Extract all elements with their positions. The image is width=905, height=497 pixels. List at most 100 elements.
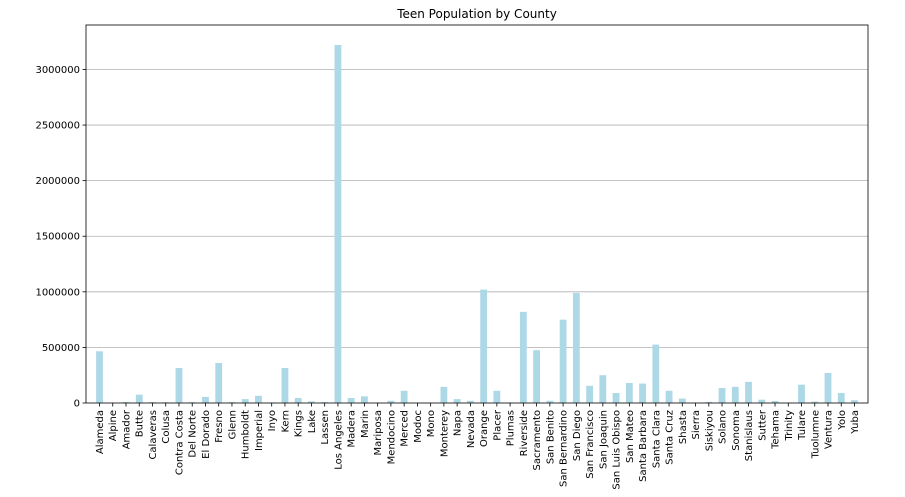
y-tick-label: 3000000	[35, 65, 80, 76]
bar-san-luis-obispo	[612, 392, 620, 403]
bar-madera	[347, 397, 355, 403]
x-tick-label: Lake	[307, 410, 318, 433]
x-tick-label: Los Angeles	[333, 410, 344, 470]
bar-san-francisco	[586, 385, 593, 403]
x-tick-label: Kings	[294, 410, 305, 437]
y-tick-label: 1500000	[35, 232, 80, 243]
x-tick-label: Napa	[453, 410, 464, 436]
bar-san-bernardino	[559, 319, 567, 403]
bar-sonoma	[731, 386, 739, 403]
x-tick-label: San Joaquin	[598, 410, 609, 469]
bar-siskiyou	[705, 401, 713, 403]
bar-lake	[308, 401, 315, 403]
x-tick-label: Ventura	[824, 410, 835, 449]
x-tick-label: Marin	[360, 410, 371, 438]
x-tick-label: Santa Barbara	[638, 410, 649, 482]
y-tick-label: 0	[74, 399, 80, 410]
bar-amador	[122, 401, 130, 403]
x-tick-label: San Diego	[572, 410, 583, 461]
x-tick-label: Stanislaus	[744, 410, 755, 461]
x-tick-label: Sonoma	[731, 410, 742, 451]
x-tick-label: Tehama	[771, 410, 782, 450]
bar-tuolumne	[811, 401, 819, 403]
bar-calaveras	[149, 402, 156, 403]
x-tick-label: San Mateo	[625, 410, 636, 463]
bar-san-joaquin	[599, 375, 607, 403]
bar-san-benito	[546, 400, 554, 403]
bar-humboldt	[241, 399, 249, 403]
bars	[96, 45, 858, 403]
x-tick-label: Modoc	[413, 410, 424, 443]
x-tick-label: Alpine	[108, 410, 119, 441]
x-tick-label: Humboldt	[241, 410, 252, 459]
x-tick-label: Madera	[347, 410, 358, 448]
bar-napa	[453, 399, 461, 403]
x-tick-label: Tulare	[797, 410, 808, 441]
x-tick-label: Glenn	[227, 410, 238, 439]
x-tick-label: El Dorado	[201, 410, 212, 459]
x-tick-label: Sierra	[691, 410, 702, 439]
x-tick-label: Nevada	[466, 410, 477, 448]
x-tick-label: Colusa	[161, 410, 172, 444]
bar-placer	[493, 390, 501, 403]
bar-orange	[480, 289, 488, 403]
bar-marin	[361, 396, 368, 403]
x-tick-label: Santa Clara	[651, 410, 662, 468]
bar-ventura	[824, 372, 832, 403]
x-tick-label: Siskiyou	[704, 410, 715, 451]
bar-yuba	[851, 400, 858, 403]
x-tick-label: Inyo	[267, 410, 278, 431]
x-tick-label: Plumas	[506, 410, 517, 446]
bar-monterey	[440, 386, 448, 403]
bar-mendocino	[387, 400, 395, 403]
bar-sutter	[758, 399, 766, 403]
x-tick-label: San Luis Obispo	[612, 410, 623, 490]
x-tick-label: Alameda	[95, 410, 106, 454]
bar-stanislaus	[745, 381, 752, 403]
bar-alameda	[96, 351, 103, 403]
bar-riverside	[519, 311, 527, 403]
bar-lassen	[321, 402, 329, 403]
x-tick-label: Riverside	[519, 410, 530, 456]
x-tick-label: Lassen	[320, 410, 331, 445]
x-tick-label: Merced	[400, 410, 411, 447]
bar-solano	[718, 387, 726, 403]
chart-title: Teen Population by County	[396, 7, 557, 21]
bar-glenn	[228, 402, 236, 403]
bar-yolo	[837, 392, 845, 403]
y-axis: 0 500000 1000000 1500000 2000000 2500000 30000…	[35, 65, 86, 410]
x-tick-label: Sacramento	[532, 410, 543, 470]
bar-el-dorado	[202, 396, 209, 403]
x-tick-label: Butte	[135, 410, 146, 437]
x-tick-label: Fresno	[214, 410, 225, 443]
plot-frame	[85, 24, 869, 404]
bar-kern	[281, 367, 289, 403]
bar-santa-cruz	[665, 390, 673, 403]
x-tick-label: San Benito	[545, 410, 556, 464]
x-tick-label: Orange	[479, 410, 490, 447]
x-tick-label: Mariposa	[373, 410, 384, 455]
bar-fresno	[215, 362, 223, 403]
x-tick-label: Yolo	[837, 410, 848, 431]
bar-butte	[135, 394, 143, 403]
x-tick-label: Santa Cruz	[665, 410, 676, 465]
bar-tehama	[771, 400, 779, 403]
x-tick-label: Calaveras	[148, 410, 159, 460]
bar-tulare	[798, 384, 805, 403]
bar-san-diego	[572, 292, 580, 403]
bar-los-angeles	[334, 45, 342, 403]
bar-imperial	[255, 395, 262, 403]
x-tick-label: Shasta	[678, 410, 689, 444]
bar-santa-clara	[652, 344, 660, 403]
bar-shasta	[678, 398, 686, 403]
x-tick-label: Mono	[426, 410, 437, 437]
y-tick-label: 1000000	[35, 287, 80, 298]
bar-kings	[294, 397, 302, 403]
y-tick-label: 500000	[42, 343, 80, 354]
x-tick-label: Imperial	[254, 410, 265, 451]
bar-santa-barbara	[639, 383, 646, 403]
x-tick-label: Yuba	[850, 410, 861, 435]
x-tick-label: Monterey	[439, 410, 450, 457]
bar-sacramento	[533, 350, 541, 403]
